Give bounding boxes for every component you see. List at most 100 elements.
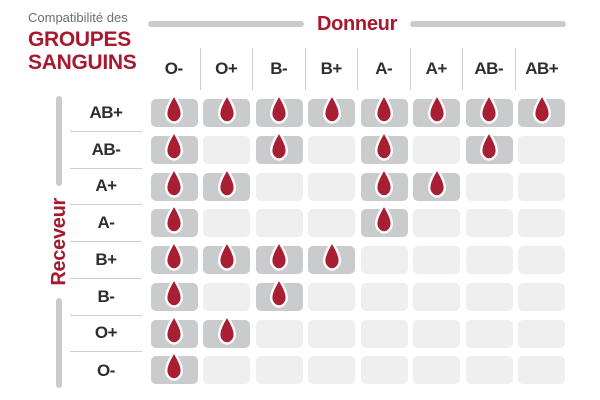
receiver-row-label-B+: B+ — [70, 242, 142, 279]
donor-axis-header: Donneur — [148, 11, 566, 37]
receiver-row-label-AB+: AB+ — [70, 95, 142, 132]
compat-cell-receveur-O+-donneur-B+ — [308, 319, 356, 348]
blood-drop-icon — [165, 204, 184, 234]
compat-cell-receveur-B+-donneur-O+ — [203, 240, 251, 274]
compat-cell-receveur-AB--donneur-A- — [360, 130, 408, 164]
compat-cell-receveur-O--donneur-O+ — [203, 356, 251, 385]
blood-drop-icon — [480, 93, 499, 124]
compat-cell-receveur-A--donneur-A+ — [413, 209, 461, 238]
receiver-row-labels: AB+ AB- A+ A- B+ B- O+ O- — [70, 95, 142, 389]
compat-cell-receveur-O+-donneur-A- — [360, 319, 408, 348]
compat-cell-receveur-AB+-donneur-AB- — [465, 93, 513, 127]
donor-axis-bar-right — [410, 21, 566, 27]
blood-drop-icon — [165, 277, 184, 308]
receiver-row-label-B-: B- — [70, 279, 142, 316]
compat-cell-receveur-A+-donneur-AB+ — [518, 172, 566, 201]
blood-drop-icon — [165, 167, 184, 198]
receiver-row-label-AB-: AB- — [70, 132, 142, 169]
blood-drop-icon — [375, 167, 394, 198]
compat-cell-receveur-AB--donneur-A+ — [413, 135, 461, 164]
chart-title-block: Compatibilité des GROUPES SANGUINS — [28, 10, 137, 74]
blood-drop-icon — [532, 93, 551, 124]
blood-drop-icon — [427, 93, 446, 124]
blood-drop-icon — [322, 240, 341, 271]
compat-cell-receveur-B+-donneur-AB+ — [518, 246, 566, 274]
compat-cell-receveur-A+-donneur-A- — [360, 167, 408, 201]
compat-cell-receveur-AB+-donneur-A+ — [413, 93, 461, 127]
compat-cell-receveur-B--donneur-AB+ — [518, 282, 566, 311]
compat-cell-receveur-B+-donneur-B+ — [308, 240, 356, 274]
compat-cell-receveur-AB--donneur-O+ — [203, 135, 251, 164]
receiver-row-label-O+: O+ — [70, 316, 142, 353]
compat-cell-receveur-O--donneur-A- — [360, 356, 408, 385]
blood-drop-icon — [375, 204, 394, 234]
compat-cell-receveur-O--donneur-O- — [150, 351, 198, 385]
blood-drop-icon — [165, 93, 184, 124]
blood-drop-icon — [375, 130, 394, 161]
blood-drop-icon — [322, 93, 341, 124]
compat-cell-receveur-A+-donneur-A+ — [413, 167, 461, 201]
compat-cell-receveur-B+-donneur-A+ — [413, 246, 461, 274]
blood-drop-icon — [217, 167, 236, 198]
compat-cell-receveur-A+-donneur-AB- — [465, 172, 513, 201]
blood-drop-icon — [165, 314, 184, 345]
compat-cell-receveur-O+-donneur-O- — [150, 314, 198, 348]
donor-col-header-O+: O+ — [201, 48, 253, 90]
donor-col-header-B-: B- — [253, 48, 306, 90]
compat-cell-receveur-B--donneur-B- — [255, 277, 303, 311]
receiver-axis-bar-top — [56, 96, 62, 187]
compat-cell-receveur-B--donneur-O- — [150, 277, 198, 311]
compat-cell-receveur-O+-donneur-AB- — [465, 319, 513, 348]
compat-cell-receveur-B--donneur-A+ — [413, 282, 461, 311]
receiver-row-label-A-: A- — [70, 205, 142, 242]
blood-drop-icon — [427, 167, 446, 198]
compat-cell-receveur-A+-donneur-B+ — [308, 172, 356, 201]
compat-cell-receveur-AB--donneur-B- — [255, 130, 303, 164]
donor-col-header-AB-: AB- — [463, 48, 516, 90]
compat-cell-receveur-AB--donneur-B+ — [308, 135, 356, 164]
receiver-axis-label: Receveur — [47, 198, 70, 286]
compat-cell-receveur-B+-donneur-A- — [360, 246, 408, 274]
compat-cell-receveur-A--donneur-O- — [150, 204, 198, 238]
donor-col-header-O-: O- — [148, 48, 201, 90]
compat-cell-receveur-B--donneur-A- — [360, 282, 408, 311]
compat-cell-receveur-O--donneur-A+ — [413, 356, 461, 385]
compat-cell-receveur-B+-donneur-B- — [255, 240, 303, 274]
compat-cell-receveur-AB+-donneur-O- — [150, 93, 198, 127]
compat-cell-receveur-A+-donneur-B- — [255, 172, 303, 201]
compat-cell-receveur-AB+-donneur-A- — [360, 93, 408, 127]
donor-col-header-A-: A- — [358, 48, 411, 90]
blood-drop-icon — [480, 130, 499, 161]
compat-cell-receveur-B--donneur-B+ — [308, 282, 356, 311]
compat-cell-receveur-B--donneur-AB- — [465, 282, 513, 311]
blood-drop-icon — [165, 240, 184, 271]
compat-cell-receveur-O--donneur-B- — [255, 356, 303, 385]
donor-axis-label: Donneur — [316, 12, 398, 35]
compat-cell-receveur-A+-donneur-O+ — [203, 167, 251, 201]
blood-drop-icon — [217, 93, 236, 124]
compat-cell-receveur-O+-donneur-B- — [255, 319, 303, 348]
compat-cell-receveur-O--donneur-AB+ — [518, 356, 566, 385]
blood-drop-icon — [217, 314, 236, 345]
compat-cell-receveur-O+-donneur-AB+ — [518, 319, 566, 348]
compatibility-grid — [148, 93, 568, 389]
compat-cell-receveur-AB+-donneur-B- — [255, 93, 303, 127]
blood-drop-icon — [217, 240, 236, 271]
blood-drop-icon — [165, 130, 184, 161]
receiver-row-label-O-: O- — [97, 360, 115, 380]
receiver-row-label-A+: A+ — [70, 169, 142, 206]
chart-title-kicker: Compatibilité des — [28, 10, 128, 25]
blood-drop-icon — [270, 130, 289, 161]
compat-cell-receveur-A--donneur-B- — [255, 209, 303, 238]
compat-cell-receveur-B--donneur-O+ — [203, 282, 251, 311]
compat-cell-receveur-AB+-donneur-AB+ — [518, 93, 566, 127]
blood-drop-icon — [270, 93, 289, 124]
compat-cell-receveur-AB--donneur-AB- — [465, 130, 513, 164]
donor-col-header-AB+: AB+ — [525, 59, 559, 78]
receiver-axis-header: Receveur — [47, 96, 70, 389]
compat-cell-receveur-B+-donneur-O- — [150, 240, 198, 274]
compat-cell-receveur-A--donneur-AB- — [465, 209, 513, 238]
compat-cell-receveur-O--donneur-AB- — [465, 356, 513, 385]
compat-cell-receveur-AB--donneur-O- — [150, 130, 198, 164]
